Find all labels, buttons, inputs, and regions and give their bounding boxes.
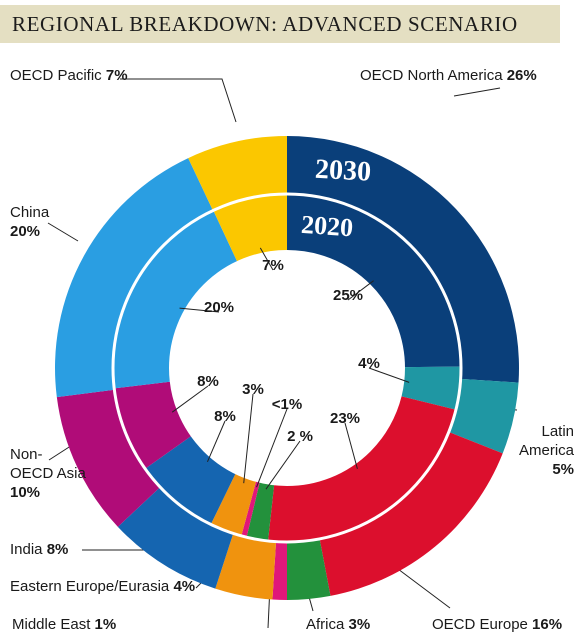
year-label-2030: 2030: [314, 154, 372, 188]
outer-label-name: America: [519, 442, 575, 459]
inner-leader-africa: [265, 440, 301, 490]
inner-value-india: 8%: [214, 408, 236, 425]
outer-label-name: OECD Pacific: [10, 67, 102, 84]
outer-label-value: 8%: [46, 541, 69, 558]
year-labels: 2030 2020: [300, 154, 372, 243]
outer-label-name: OECD Europe: [432, 616, 528, 633]
outer-leader-oecd-europe: [397, 568, 451, 609]
outer-label-value: 3%: [348, 616, 371, 633]
outer-slice-india: [117, 487, 234, 589]
inner-slice-china: [112, 210, 238, 389]
inner-value-oecd-europe: 23%: [330, 410, 360, 427]
inner-value-latin-america: 4%: [358, 355, 380, 372]
inner-value-eastern-europe-eurasia: 3%: [242, 381, 264, 398]
outer-slice-africa: [287, 538, 331, 600]
inner-leader-middle-east: [256, 408, 288, 488]
inner-slice-india: [145, 435, 236, 525]
outer-label-oecd-pacific: OECD Pacific 7%: [10, 66, 128, 85]
outer-label-value: 5%: [552, 461, 575, 478]
inner-value-china: 20%: [204, 299, 234, 316]
inner-value-oecd-north-america: 25%: [333, 287, 363, 304]
outer-label-oecd-north-america: OECD North America 26%: [360, 66, 537, 85]
outer-label-value: 26%: [506, 67, 537, 84]
outer-slice-oecd-pacific: [188, 136, 287, 211]
outer-label-name: OECD Asia: [10, 465, 86, 482]
year-label-2020: 2020: [300, 210, 354, 243]
outer-label-value: 10%: [10, 484, 41, 501]
outer-label-china: China 20%: [10, 203, 49, 241]
outer-leader-oecd-north-america: [453, 87, 501, 97]
outer-label-value: 7%: [105, 67, 128, 84]
inner-ring-2020: [112, 194, 461, 542]
inner-leader-india: [206, 420, 226, 463]
inner-slice-middle-east: [241, 480, 260, 538]
outer-slice-latin-america: [448, 378, 519, 454]
outer-slice-oecd-europe: [319, 432, 503, 596]
outer-label-name: OECD North America: [360, 67, 503, 84]
outer-label-oecd-europe: OECD Europe 16%: [432, 615, 562, 634]
inner-leader-latin-america: [368, 367, 410, 383]
outer-label-value: 16%: [532, 616, 563, 633]
outer-label-name: India: [10, 541, 43, 558]
outer-slice-oecd-north-america: [287, 136, 519, 383]
outer-slice-middle-east: [272, 541, 287, 600]
outer-label-africa: Africa 3%: [306, 615, 370, 634]
outer-label-name: Non-: [10, 446, 43, 463]
inner-slice-oecd-pacific: [213, 194, 287, 263]
outer-label-name: Middle East: [12, 616, 91, 633]
inner-slice-eastern-europe-eurasia: [210, 473, 257, 536]
outer-slice-china: [54, 158, 213, 398]
title-band: [0, 5, 560, 43]
inner-slice-africa: [246, 481, 275, 541]
inner-value-oecd-pacific: 7%: [262, 257, 284, 274]
outer-leader-china: [47, 222, 79, 242]
outer-slice-eastern-europe-eurasia: [215, 533, 277, 600]
inner-value-non-oecd-asia: 8%: [197, 373, 219, 390]
outer-label-middle-east: Middle East 1%: [12, 615, 116, 634]
inner-slice-latin-america: [400, 366, 461, 410]
outer-label-non-oecd-asia: Non- OECD Asia 10%: [10, 445, 86, 502]
inner-value-labels: 25% 4% 23% 2 % <1% 3% 8% 8% 20% 7%: [171, 247, 410, 490]
chart-title: REGIONAL BREAKDOWN: ADVANCED SCENARIO: [12, 12, 518, 36]
outer-label-name: Africa: [306, 616, 345, 633]
inner-value-middle-east: <1%: [272, 396, 302, 413]
outer-label-value: 20%: [10, 223, 41, 240]
outer-leader-oecd-pacific: [120, 78, 237, 123]
inner-leader-oecd-europe: [344, 422, 358, 469]
inner-leader-eastern-europe-eurasia: [243, 393, 254, 484]
inner-leader-oecd-pacific: [259, 247, 274, 271]
outer-label-latin-america: Latin America 5%: [519, 422, 574, 479]
outer-ring-2030: [54, 136, 519, 600]
inner-leader-oecd-north-america: [347, 280, 374, 301]
inner-value-africa: 2 %: [287, 428, 313, 445]
outer-label-eastern-europe-eurasia: Eastern Europe/Eurasia 4%: [10, 577, 195, 596]
outer-label-value: 4%: [173, 578, 196, 595]
inner-slice-oecd-europe: [268, 396, 456, 542]
inner-leader-china: [179, 307, 220, 313]
outer-slice-non-oecd-asia: [56, 389, 161, 527]
outer-label-name: Latin: [541, 423, 575, 440]
outer-label-india: India 8%: [10, 540, 68, 559]
inner-slice-oecd-north-america: [287, 194, 461, 368]
outer-label-name: Eastern Europe/Eurasia: [10, 578, 170, 595]
ring-separator: [111, 192, 463, 544]
outer-label-name: China: [10, 204, 50, 221]
outer-label-value: 1%: [94, 616, 117, 633]
inner-leader-non-oecd-asia: [171, 385, 209, 413]
